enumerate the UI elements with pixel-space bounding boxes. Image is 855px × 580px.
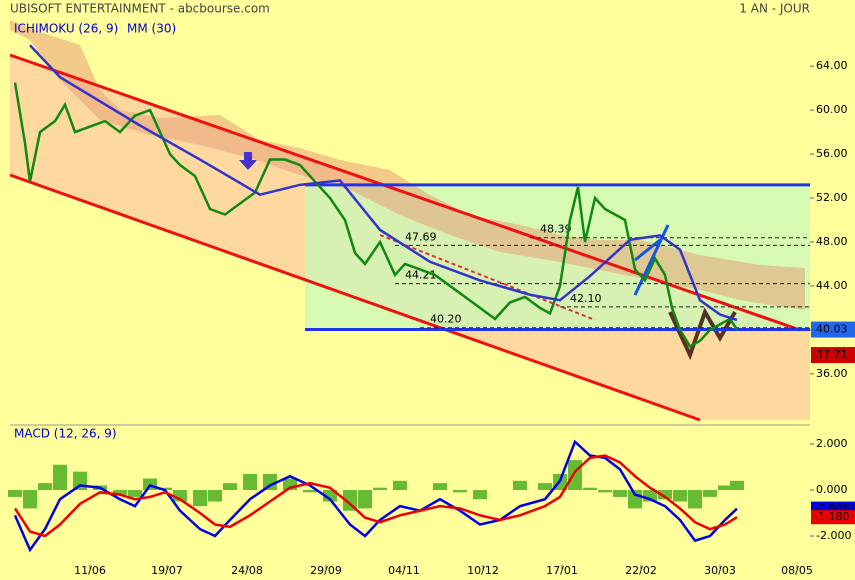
y-tick-label: 2.000 [816, 437, 848, 450]
histogram-bar [303, 490, 317, 493]
y-tick-label: 60.00 [816, 103, 848, 116]
legend-entry: ICHIMOKU (26, 9) [14, 22, 118, 36]
histogram-bar [598, 490, 612, 493]
level-label: 40.20 [430, 313, 462, 326]
x-tick-label: 04/11 [388, 564, 420, 577]
histogram-bar [53, 464, 67, 491]
chart-subtitle: 1 AN - JOUR [739, 2, 810, 16]
histogram-bar [433, 483, 447, 491]
x-tick-label: 29/09 [310, 564, 342, 577]
series-line [13, 454, 738, 538]
price-tag-label: 37.71 [816, 348, 848, 361]
channel-bottom [9, 173, 701, 422]
histogram-bar [73, 471, 87, 491]
histogram-bar [673, 490, 687, 502]
histogram-bar [393, 480, 407, 491]
x-tick-label: 19/07 [151, 564, 183, 577]
legend-entry: MM (30) [127, 22, 176, 36]
histogram-bar [643, 490, 657, 502]
histogram-bar [538, 483, 552, 491]
histogram-bar [208, 490, 222, 502]
histogram-bar [8, 490, 22, 497]
y-tick-label: 56.00 [816, 147, 848, 160]
macd-title: MACD (12, 26, 9) [14, 427, 117, 441]
histogram-bar [718, 485, 732, 491]
y-tick-label: 36.00 [816, 367, 848, 380]
series-line [13, 439, 738, 553]
histogram-bar [23, 490, 37, 509]
x-tick-label: 11/06 [74, 564, 106, 577]
y-tick-label: -2.000 [816, 529, 851, 542]
arrow-icon [239, 152, 257, 170]
x-tick-label: 10/12 [467, 564, 499, 577]
histogram-bar [583, 487, 597, 491]
channel-top [9, 53, 801, 332]
level-label: 47.69 [405, 230, 437, 243]
histogram-bar [613, 490, 627, 497]
histogram-bar [730, 480, 744, 491]
histogram-bar [688, 490, 702, 509]
histogram-bar [568, 460, 582, 491]
histogram-bar [193, 490, 207, 507]
histogram-bar [513, 480, 527, 491]
price-tag-label: 40.03 [816, 323, 848, 336]
x-tick-label: 30/03 [704, 564, 736, 577]
trend-dash [379, 234, 596, 321]
level-label: 48.39 [540, 223, 572, 236]
histogram-bar [128, 490, 142, 497]
histogram-bar [113, 490, 127, 495]
histogram-bar [453, 490, 467, 493]
price-tag [811, 347, 855, 364]
y-tick-label: 52.00 [816, 191, 848, 204]
price-tag [811, 321, 855, 338]
histogram-bar [658, 490, 672, 500]
histogram-bar [223, 483, 237, 491]
x-tick-label: 22/02 [625, 564, 657, 577]
histogram-bar [38, 483, 52, 491]
histogram-bar [173, 490, 187, 502]
histogram-bar [263, 473, 277, 491]
x-tick-label: 17/01 [546, 564, 578, 577]
histogram-bar [473, 490, 487, 500]
histogram-bar [283, 478, 297, 491]
level-label: 42.10 [570, 292, 602, 305]
histogram-bar [323, 490, 337, 502]
x-tick-label: 24/08 [231, 564, 263, 577]
histogram-bar [373, 487, 387, 491]
series-line [29, 44, 738, 322]
flag-line [634, 238, 661, 262]
y-tick-label: 64.00 [816, 59, 848, 72]
value-tag [811, 510, 855, 525]
series-line [13, 82, 739, 349]
y-tick-label: 48.00 [816, 235, 848, 248]
x-tick-label: 08/05 [781, 564, 813, 577]
histogram-bar [243, 473, 257, 491]
histogram-bar [358, 490, 372, 509]
histogram-bar [703, 490, 717, 497]
ichimoku-cloud [10, 20, 805, 310]
chart-title: UBISOFT ENTERTAINMENT - abcbourse.com [10, 2, 270, 16]
value-tag-label: -1.180 [814, 510, 849, 523]
y-tick-label: 44.00 [816, 279, 848, 292]
y-tick-label: 0.000 [816, 483, 848, 496]
